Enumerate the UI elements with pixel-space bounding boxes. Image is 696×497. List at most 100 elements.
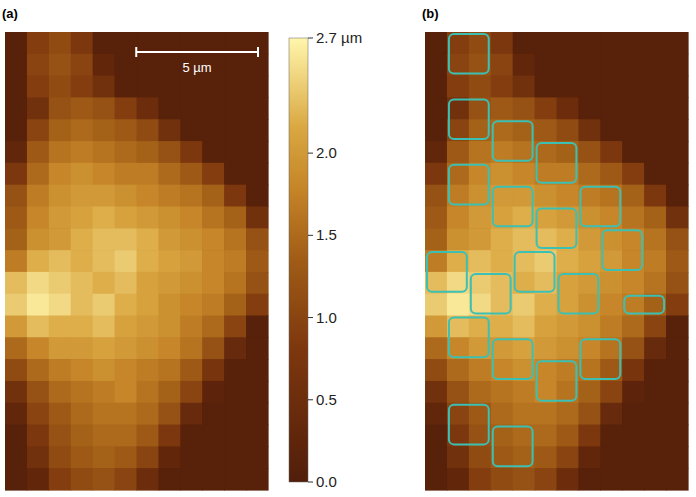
height-cell: [115, 446, 138, 468]
height-cell: [49, 381, 72, 403]
height-cell: [622, 403, 645, 425]
height-cell: [27, 54, 50, 76]
height-cell: [246, 403, 269, 425]
height-cell: [93, 119, 116, 141]
scale-bar-line: [136, 51, 258, 53]
height-cell: [158, 425, 181, 447]
height-cell: [469, 228, 492, 250]
height-cell: [600, 141, 623, 163]
grain-outline: [449, 34, 489, 74]
height-cell: [246, 119, 269, 141]
height-cell: [5, 163, 28, 185]
height-cell: [93, 425, 116, 447]
height-cell: [578, 446, 601, 468]
height-cell: [27, 272, 50, 294]
height-cell: [535, 185, 558, 207]
height-cell: [246, 468, 269, 490]
height-cell: [622, 76, 645, 98]
colorbar-tick: [308, 153, 313, 154]
height-cell: [644, 272, 667, 294]
height-cell: [425, 185, 448, 207]
height-cell: [425, 76, 448, 98]
height-cell: [578, 97, 601, 119]
height-cell: [447, 294, 470, 316]
height-cell: [557, 468, 580, 490]
height-cell: [137, 141, 160, 163]
height-cell: [71, 206, 94, 228]
height-cell: [425, 119, 448, 141]
height-cell: [447, 359, 470, 381]
height-cell: [246, 294, 269, 316]
height-cell: [578, 228, 601, 250]
height-cell: [158, 294, 181, 316]
panel-label: (a): [2, 6, 18, 21]
height-cell: [93, 250, 116, 272]
height-cell: [5, 468, 28, 490]
height-cell: [224, 250, 247, 272]
height-cell: [93, 76, 116, 98]
height-cell: [27, 294, 50, 316]
height-cell: [644, 32, 667, 54]
height-cell: [491, 250, 514, 272]
height-cell: [600, 403, 623, 425]
height-cell: [447, 141, 470, 163]
height-cell: [644, 425, 667, 447]
colorbar-tick-label: 0.5: [316, 391, 337, 408]
height-cell: [224, 228, 247, 250]
panel-background: [425, 32, 688, 490]
height-cell: [202, 425, 225, 447]
height-cell: [49, 425, 72, 447]
height-cell: [246, 185, 269, 207]
height-cell: [557, 119, 580, 141]
colorbar-tick-label: 2.0: [316, 144, 337, 161]
height-cell: [600, 425, 623, 447]
height-cell: [425, 97, 448, 119]
height-cell: [224, 119, 247, 141]
height-cell: [535, 76, 558, 98]
scale-bar-end: [257, 47, 259, 57]
height-cell: [202, 76, 225, 98]
height-cell: [180, 446, 203, 468]
height-cell: [535, 32, 558, 54]
height-cell: [49, 403, 72, 425]
height-cell: [578, 403, 601, 425]
height-cell: [115, 294, 138, 316]
height-cell: [137, 294, 160, 316]
height-cell: [535, 337, 558, 359]
height-cell: [180, 163, 203, 185]
height-cell: [513, 228, 536, 250]
height-cell: [158, 337, 181, 359]
height-cell: [202, 119, 225, 141]
height-cell: [578, 141, 601, 163]
height-cell: [158, 76, 181, 98]
height-cell: [180, 359, 203, 381]
height-cell: [666, 206, 689, 228]
height-cell: [666, 359, 689, 381]
height-cell: [578, 381, 601, 403]
height-cell: [71, 381, 94, 403]
height-cell: [513, 316, 536, 338]
height-cell: [666, 468, 689, 490]
height-cell: [491, 54, 514, 76]
height-cell: [115, 185, 138, 207]
height-cell: [447, 206, 470, 228]
height-cell: [644, 185, 667, 207]
height-cell: [93, 228, 116, 250]
height-cell: [49, 359, 72, 381]
height-cell: [71, 425, 94, 447]
height-cell: [180, 228, 203, 250]
height-cell: [202, 381, 225, 403]
colorbar-tick-label: 0.0: [316, 473, 337, 490]
height-cell: [5, 228, 28, 250]
height-cell: [5, 272, 28, 294]
height-cell: [93, 32, 116, 54]
height-cell: [158, 141, 181, 163]
height-cell: [49, 272, 72, 294]
height-cell: [600, 119, 623, 141]
height-cell: [513, 403, 536, 425]
height-cell: [644, 97, 667, 119]
height-cell: [93, 468, 116, 490]
height-cell: [71, 403, 94, 425]
grain-outline: [537, 208, 577, 248]
height-cell: [246, 425, 269, 447]
